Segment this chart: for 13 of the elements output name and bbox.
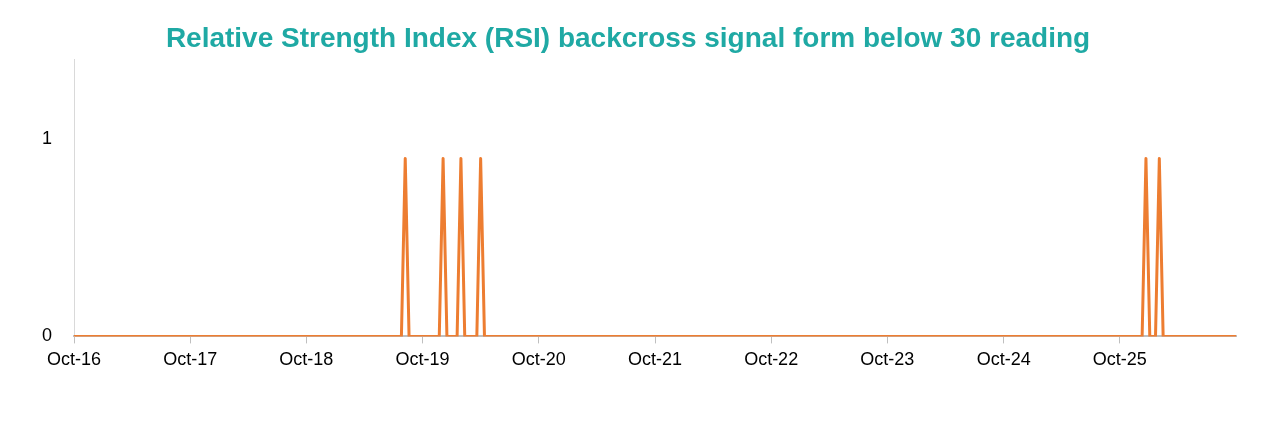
y-tick-label: 0 bbox=[42, 325, 53, 346]
x-tick-label: Oct-18 bbox=[279, 349, 334, 370]
x-tick-label: Oct-24 bbox=[976, 349, 1031, 370]
x-tick-label: Oct-22 bbox=[744, 349, 799, 370]
x-tick-label: Oct-17 bbox=[163, 349, 218, 370]
x-tick-label: Oct-23 bbox=[860, 349, 915, 370]
y-tick-label: 1 bbox=[42, 127, 53, 148]
chart-title: Relative Strength Index (RSI) backcross signal form below 30 reading bbox=[165, 21, 1091, 53]
x-tick-label: Oct-25 bbox=[1092, 349, 1147, 370]
x-tick-label: Oct-19 bbox=[395, 349, 450, 370]
x-tick-label: Oct-20 bbox=[511, 349, 566, 370]
x-tick-label: Oct-16 bbox=[47, 349, 102, 370]
x-tick-label: Oct-21 bbox=[627, 349, 683, 370]
